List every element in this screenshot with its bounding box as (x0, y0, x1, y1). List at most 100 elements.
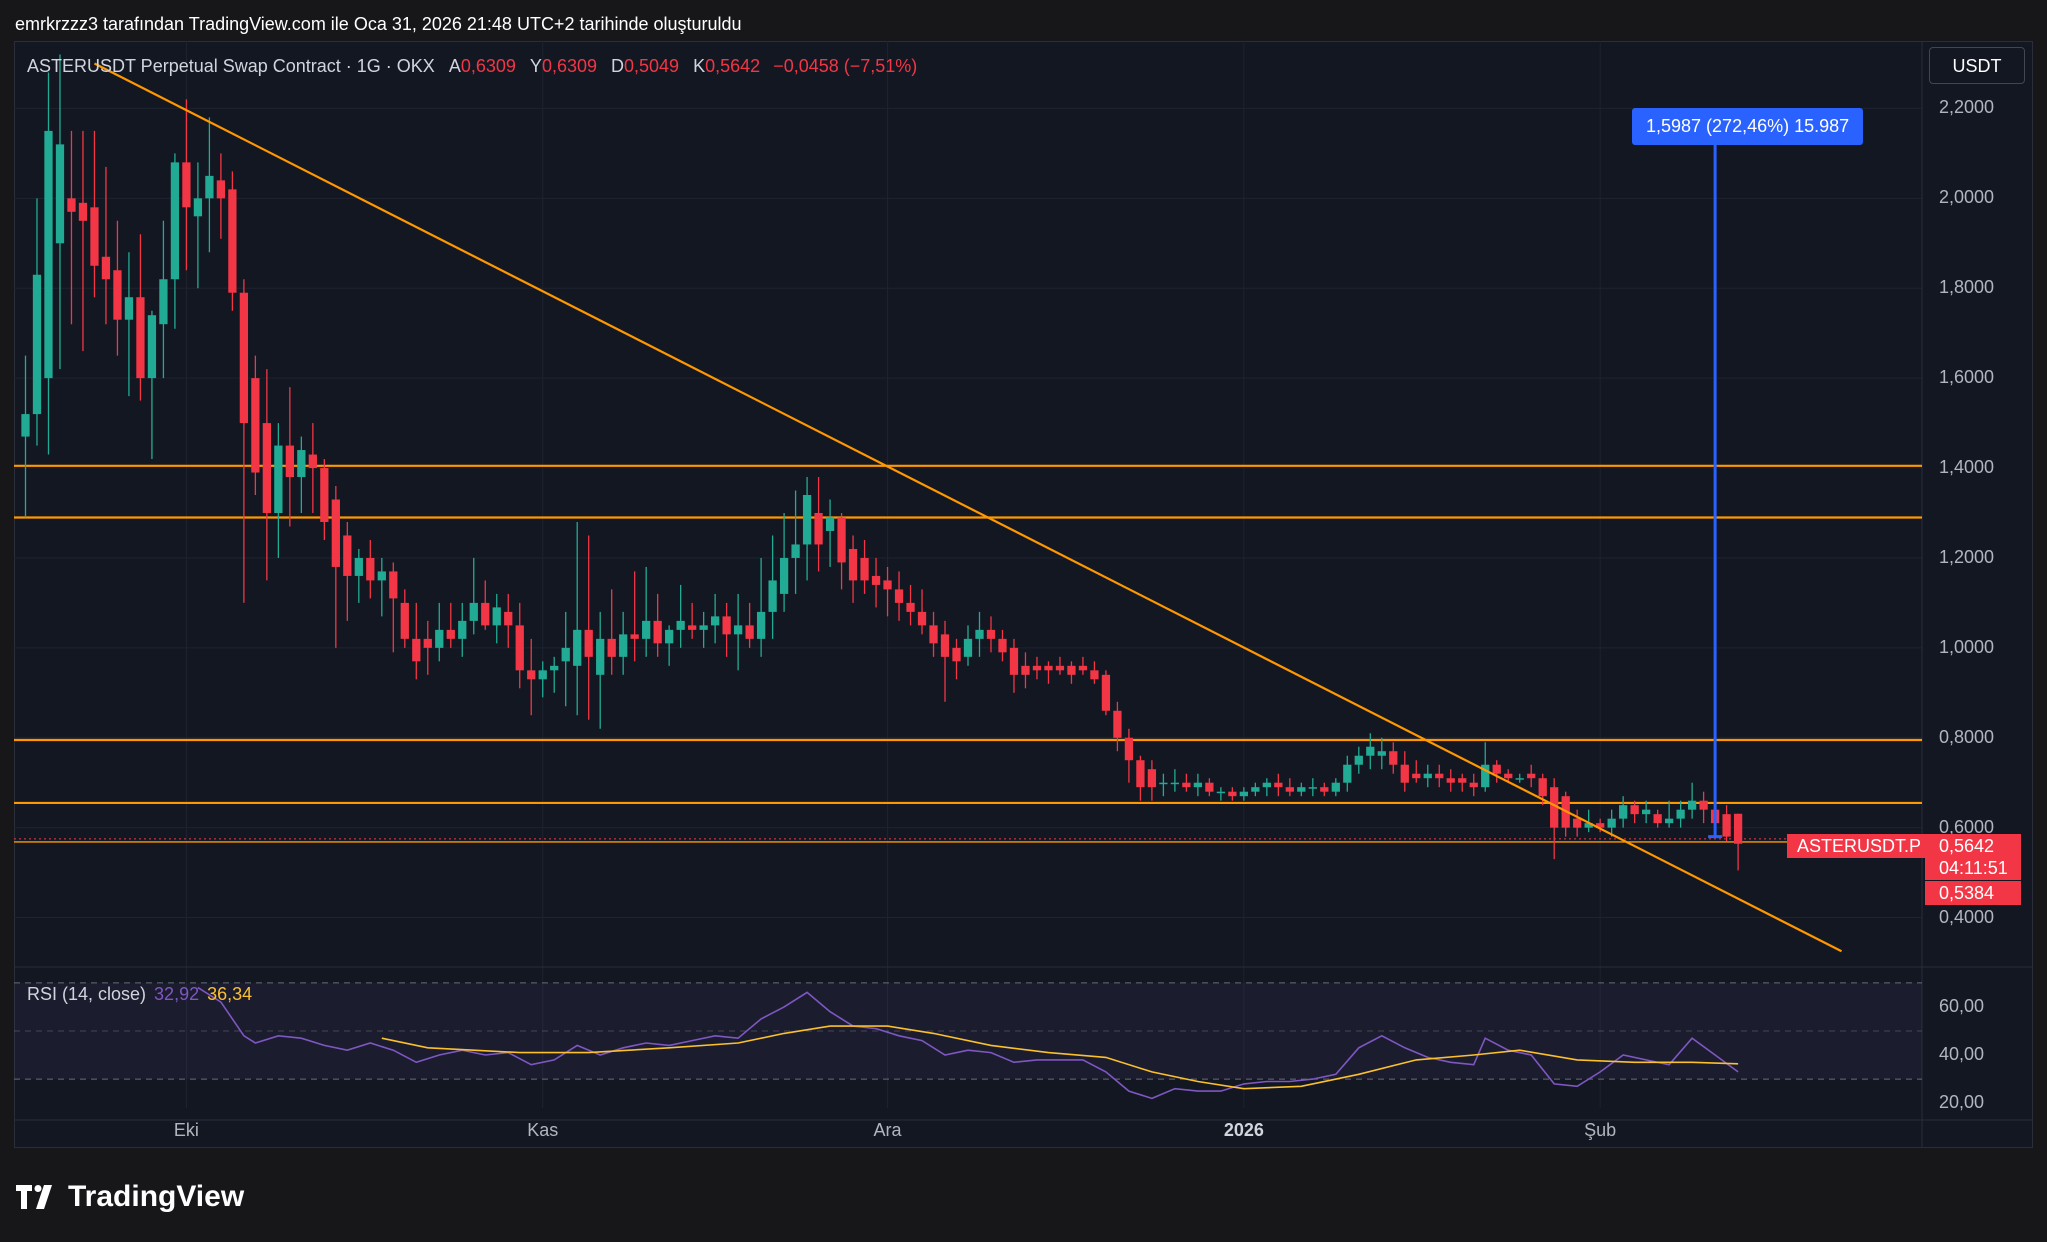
candle-body (1067, 665, 1076, 675)
rsi-legend[interactable]: RSI (14, close) 32,92 36,34 (27, 984, 252, 1005)
candle-body (1573, 818, 1582, 828)
candle-body (182, 162, 191, 208)
close-value: 0,5642 (705, 56, 761, 76)
measure-tool[interactable] (1701, 115, 1730, 839)
candle-body (1274, 782, 1283, 788)
candle-body (274, 445, 283, 513)
candle-body (642, 620, 651, 639)
candle-body (722, 616, 731, 635)
candle-body (435, 629, 444, 648)
candle-body (113, 270, 122, 320)
rsi-ma-value: 36,34 (207, 984, 253, 1004)
candle-body (216, 180, 226, 199)
tradingview-logo[interactable]: TradingView (16, 1180, 244, 1214)
candle-body (929, 625, 938, 644)
rsi-tick-label: 60,00 (1939, 995, 1985, 1016)
candle-body (400, 602, 409, 639)
candle-body (331, 499, 340, 567)
symbol-price-tag: ASTERUSDT.P (1787, 834, 1932, 858)
candle-body (205, 175, 214, 199)
candle-body (1699, 800, 1708, 810)
candle-body (940, 634, 950, 657)
candle-body (1205, 782, 1214, 792)
candle-body (756, 611, 766, 639)
candle-body (676, 620, 685, 630)
candle-body (44, 130, 53, 379)
candle-body (1435, 773, 1444, 779)
candle-body (1101, 674, 1111, 711)
price-tick-label: 1,8000 (1939, 277, 1995, 298)
candle-body (515, 625, 524, 671)
rsi-pane (14, 982, 1922, 1100)
candle-body (538, 670, 547, 680)
currency-button[interactable]: USDT (1929, 47, 2025, 84)
candle-body (1527, 773, 1536, 779)
candle-body (699, 625, 708, 630)
candle-body (894, 589, 904, 603)
candle-body (906, 602, 915, 612)
candle-body (1136, 760, 1145, 788)
open-label: A (448, 56, 461, 76)
candle-body (1044, 665, 1053, 671)
candle-body (55, 144, 65, 244)
candle-body (1630, 805, 1639, 815)
price-tick-label: 1,6000 (1939, 367, 1995, 388)
candle-body (1090, 670, 1099, 680)
candle-body (1216, 791, 1226, 794)
candle-body (147, 315, 157, 379)
candle-body (1320, 787, 1329, 792)
time-tick-label: Şub (1584, 1120, 1617, 1140)
price-tick-label: 1,4000 (1939, 457, 1995, 478)
candle-body (1400, 764, 1409, 783)
candle-body (458, 620, 467, 639)
candle-body (193, 198, 203, 217)
candle-body (630, 634, 639, 639)
candle-body (1124, 737, 1134, 761)
candle-body (423, 638, 432, 648)
candle-body (917, 611, 927, 626)
last-price-tag: 0,5642 (1925, 834, 2021, 858)
candle-body (1550, 787, 1559, 828)
rsi-name: RSI (14, close) (27, 984, 147, 1004)
candle-body (1228, 791, 1237, 797)
candle-body (837, 517, 846, 563)
candle-body (377, 571, 386, 581)
price-tick-label: 2,2000 (1939, 97, 1995, 118)
candle-body (389, 571, 398, 599)
candle-body (688, 625, 697, 630)
candle-body (343, 535, 352, 576)
candle-body (802, 495, 812, 545)
candle-body (860, 557, 869, 581)
chart-credit: emrkrzzz3 tarafından TradingView.com ile… (15, 14, 742, 34)
candle-body (653, 620, 662, 644)
candle-body (1297, 787, 1306, 792)
candle-body (1412, 773, 1421, 779)
candle-body (1469, 782, 1478, 788)
candle-body (1170, 782, 1180, 785)
candle-body (871, 575, 881, 585)
candle-body (32, 274, 42, 415)
candle-body (124, 297, 134, 320)
chart-frame (14, 41, 2033, 1148)
price-tick-label: 1,0000 (1939, 636, 1995, 657)
price-tick-label: 0,8000 (1939, 726, 1995, 747)
candle-body (584, 629, 593, 657)
candle-body (1308, 787, 1317, 789)
price-tick-label: 0,6000 (1939, 816, 1995, 837)
time-tick-label: Ara (873, 1120, 902, 1140)
candle-body (1193, 782, 1203, 788)
candle-body (596, 638, 605, 675)
candles (21, 54, 1743, 871)
candle-body (527, 670, 536, 680)
trendline (93, 62, 1843, 953)
symbol-legend[interactable]: ASTERUSDT Perpetual Swap Contract · 1G ·… (27, 56, 917, 77)
candle-body (745, 625, 754, 639)
candle-body (481, 602, 490, 626)
candle-body (573, 629, 582, 666)
candle-body (1055, 665, 1065, 671)
candle-body (1687, 800, 1697, 810)
symbol-name: ASTERUSDT Perpetual Swap Contract · 1G ·… (27, 56, 435, 76)
candle-body (952, 647, 961, 662)
candle-body (90, 207, 99, 266)
